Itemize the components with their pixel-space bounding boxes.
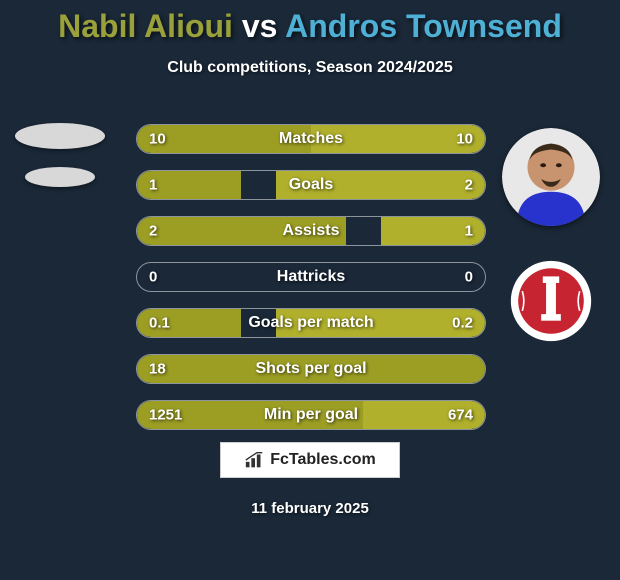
stat-row: 2 1 Assists bbox=[136, 216, 486, 246]
stat-value-player1: 10 bbox=[149, 131, 166, 148]
vs-text: vs bbox=[242, 8, 278, 44]
avatar-placeholder-shape bbox=[25, 167, 95, 187]
stat-value-player1: 1251 bbox=[149, 407, 182, 424]
stat-label: Shots per goal bbox=[255, 360, 366, 378]
player2-avatar-svg bbox=[502, 128, 600, 226]
stat-value-player1: 0.1 bbox=[149, 315, 170, 332]
stat-row: 0 0 Hattricks bbox=[136, 262, 486, 292]
player2-avatar bbox=[502, 128, 600, 226]
stat-label: Goals per match bbox=[248, 314, 373, 332]
player1-avatar bbox=[10, 100, 110, 210]
date-text: 11 february 2025 bbox=[251, 500, 369, 517]
stat-value-player1: 1 bbox=[149, 177, 157, 194]
stat-row: 10 10 Matches bbox=[136, 124, 486, 154]
stat-label: Min per goal bbox=[264, 406, 358, 424]
stat-value-player2: 674 bbox=[448, 407, 473, 424]
stat-value-player2: 0 bbox=[465, 269, 473, 286]
stat-label: Matches bbox=[279, 130, 343, 148]
brand-text: FcTables.com bbox=[270, 451, 376, 469]
stat-value-player2: 1 bbox=[465, 223, 473, 240]
stat-value-player1: 0 bbox=[149, 269, 157, 286]
player1-name: Nabil Alioui bbox=[58, 8, 233, 44]
subtitle: Club competitions, Season 2024/2025 bbox=[0, 59, 620, 77]
stats-bars: 10 10 Matches 1 2 Goals 2 1 Assists 0 0 Hattricks 0.… bbox=[136, 124, 486, 446]
player2-name: Andros Townsend bbox=[285, 8, 562, 44]
stat-row: 1251 674 Min per goal bbox=[136, 400, 486, 430]
brand-logo: FcTables.com bbox=[220, 442, 400, 478]
stat-label: Assists bbox=[283, 222, 340, 240]
stat-label: Goals bbox=[289, 176, 333, 194]
stat-value-player1: 18 bbox=[149, 361, 166, 378]
stat-row: 0.1 0.2 Goals per match bbox=[136, 308, 486, 338]
stat-row: 18 Shots per goal bbox=[136, 354, 486, 384]
team-logo-svg bbox=[510, 260, 592, 342]
stat-value-player2: 10 bbox=[456, 131, 473, 148]
comparison-card: Nabil Alioui vs Andros Townsend Club com… bbox=[0, 0, 620, 580]
brand-chart-icon bbox=[244, 450, 266, 470]
stat-value-player2: 2 bbox=[465, 177, 473, 194]
stat-value-player1: 2 bbox=[149, 223, 157, 240]
stat-value-player2: 0.2 bbox=[452, 315, 473, 332]
player2-team-logo bbox=[510, 260, 592, 342]
stat-row: 1 2 Goals bbox=[136, 170, 486, 200]
avatar-placeholder-shape bbox=[15, 123, 105, 149]
stat-label: Hattricks bbox=[277, 268, 345, 286]
page-title: Nabil Alioui vs Andros Townsend bbox=[0, 0, 620, 45]
